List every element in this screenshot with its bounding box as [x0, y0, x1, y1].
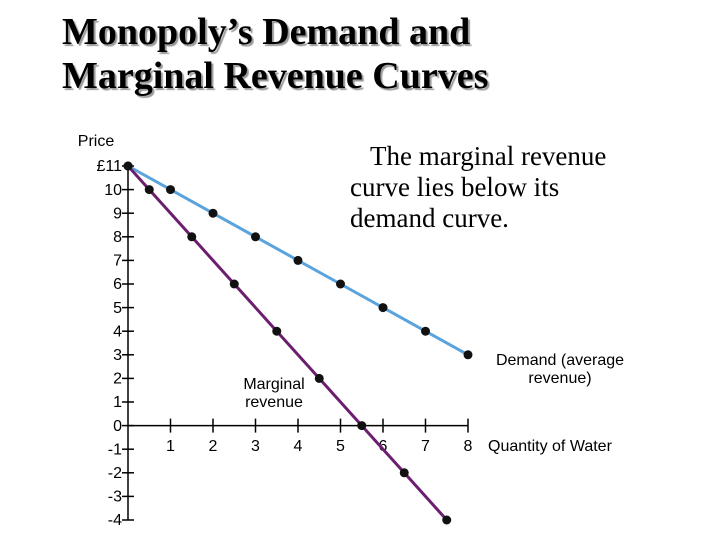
x-tick-label: 4	[294, 438, 303, 455]
y-tick-label: 7	[113, 253, 122, 270]
y-tick-label: 0	[113, 418, 122, 435]
mr-label: Marginal revenue	[243, 376, 305, 411]
demand-label: Demand (average revenue)	[495, 352, 625, 387]
data-point	[336, 279, 345, 289]
data-point	[399, 468, 409, 478]
y-tick-label: 2	[113, 371, 122, 388]
data-point	[187, 232, 197, 242]
y-tick-label: -4	[108, 512, 122, 529]
y-tick-label: 6	[113, 276, 122, 293]
x-tick-label: 5	[336, 438, 345, 455]
data-point	[251, 232, 260, 242]
data-point	[272, 326, 282, 336]
data-point	[421, 326, 430, 336]
data-point	[123, 161, 133, 171]
x-tick-label: 3	[251, 438, 260, 455]
y-tick-label: £11	[96, 158, 122, 175]
x-axis-label: Quantity of Water	[488, 438, 613, 455]
y-axis-label: Price	[78, 133, 115, 150]
y-tick-label: -3	[108, 489, 122, 506]
y-tick-label: 8	[113, 229, 122, 246]
y-tick-label: 4	[113, 323, 122, 340]
data-point	[442, 515, 452, 525]
x-tick-label: 8	[464, 438, 473, 455]
data-point	[166, 185, 175, 195]
x-tick-label: 6	[379, 438, 388, 455]
y-tick-label: 1	[113, 394, 122, 411]
data-point	[229, 279, 239, 289]
data-point	[293, 255, 303, 265]
annotation: The marginal revenue curve lies below it…	[350, 141, 607, 233]
y-tick-label: 3	[113, 347, 122, 364]
y-tick-label: 9	[113, 205, 122, 222]
x-tick-label: 2	[209, 438, 218, 455]
data-point	[378, 303, 388, 313]
series-line	[126, 164, 448, 522]
y-tick-label: 5	[113, 300, 122, 317]
x-tick-label: 1	[166, 438, 175, 455]
data-point	[208, 208, 218, 218]
y-tick-label: -2	[108, 465, 122, 482]
data-point	[357, 421, 367, 431]
title: Monopoly’s Demand and Marginal Revenue C…	[62, 11, 489, 97]
x-tick-label: 7	[421, 438, 430, 455]
y-tick-label: -1	[108, 441, 122, 458]
data-point	[314, 373, 324, 383]
data-point	[463, 350, 473, 360]
data-point	[144, 185, 154, 195]
y-tick-label: 10	[104, 182, 122, 199]
